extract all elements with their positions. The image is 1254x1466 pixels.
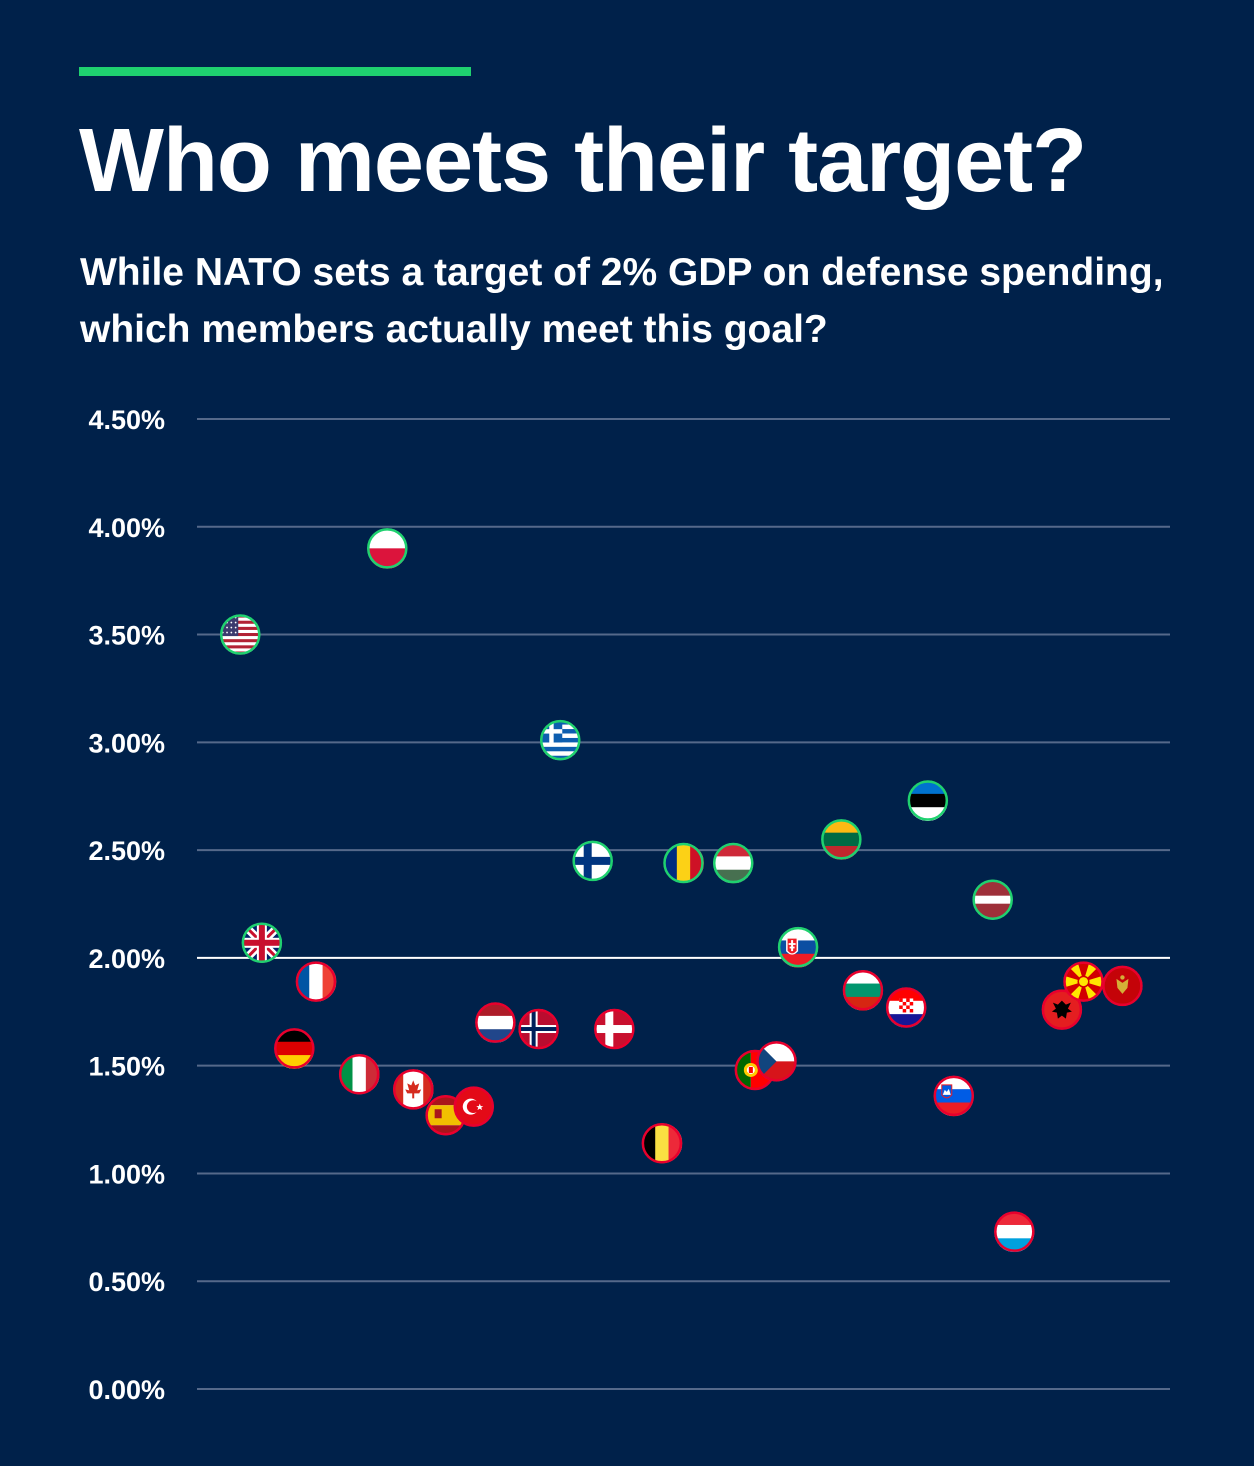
- germany-flag-icon: [274, 1028, 315, 1069]
- page-title: Who meets their target?: [79, 111, 1087, 211]
- y-tick-label: 4.00%: [88, 513, 165, 543]
- croatia-flag-icon: [885, 987, 927, 1028]
- finland-flag-icon: [572, 840, 613, 882]
- y-tick-label: 1.50%: [88, 1052, 165, 1082]
- data-points: [219, 528, 1143, 1253]
- accent-bar: [79, 67, 471, 76]
- romania-flag-icon: [663, 842, 704, 884]
- slovakia-flag-icon: [777, 926, 819, 968]
- us-flag-icon: [219, 614, 261, 655]
- y-tick-label: 2.00%: [88, 944, 165, 974]
- y-tick-label: 0.00%: [88, 1375, 165, 1405]
- denmark-flag-icon: [594, 1008, 635, 1050]
- y-tick-label: 3.00%: [88, 728, 165, 758]
- montenegro-flag-icon: [1102, 965, 1143, 1007]
- netherlands-flag-icon: [475, 1002, 516, 1044]
- latvia-flag-icon: [972, 879, 1013, 920]
- greece-flag-icon: [540, 719, 581, 761]
- turkey-flag-icon: [453, 1086, 495, 1127]
- france-flag-icon: [295, 961, 337, 1002]
- y-tick-label: 4.50%: [88, 405, 165, 435]
- y-tick-label: 1.00%: [88, 1159, 165, 1189]
- y-tick-label: 0.50%: [88, 1267, 165, 1297]
- belgium-flag-icon: [641, 1123, 683, 1164]
- italy-flag-icon: [338, 1054, 380, 1095]
- bulgaria-flag-icon: [842, 969, 884, 1011]
- poland-flag-icon: [367, 528, 408, 569]
- czech-flag-icon: [756, 1041, 797, 1082]
- luxembourg-flag-icon: [994, 1211, 1035, 1253]
- page-subtitle: While NATO sets a target of 2% GDP on de…: [80, 251, 1164, 351]
- estonia-flag-icon: [907, 780, 949, 822]
- canada-flag-icon: [392, 1069, 434, 1110]
- north-macedonia-flag-icon: [1063, 961, 1104, 1002]
- uk-flag-icon: [241, 922, 283, 964]
- hungary-flag-icon: [712, 842, 754, 884]
- lithuania-flag-icon: [821, 819, 862, 860]
- slovenia-flag-icon: [933, 1075, 975, 1117]
- y-axis-ticks: 0.00% 0.50% 1.00% 1.50% 2.00% 2.50% 3.00% 3.50%…: [88, 405, 165, 1405]
- y-tick-label: 2.50%: [88, 836, 165, 866]
- y-tick-label: 3.50%: [88, 621, 165, 651]
- norway-flag-icon: [518, 1008, 559, 1050]
